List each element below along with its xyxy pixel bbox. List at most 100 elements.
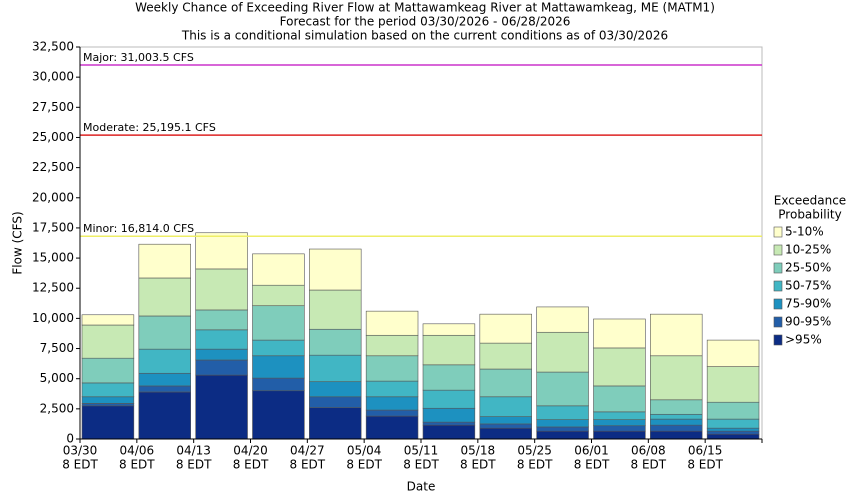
bar-segment [365,310,419,336]
bar-segment [138,372,191,387]
y-axis-label: Flow (CFS) [11,211,25,274]
bar-segment [309,328,362,356]
bar-segment [252,355,305,379]
bar-segment [252,339,305,357]
bar-segment [706,430,760,435]
x-tick-label: 8 EDT [460,458,496,472]
bar-segment [422,334,476,366]
y-tick-label: 32,500 [32,40,74,54]
y-tick-label: 15,000 [32,251,74,265]
bar-segment [195,374,248,440]
bar-segment [650,413,703,420]
bar-segment [252,284,305,307]
bar-segment [422,323,476,336]
x-tick-label: 03/30 [63,444,98,458]
bar-segment [195,359,248,376]
bar-segment [706,427,760,432]
bar-segment [706,433,760,440]
x-tick-label: 05/11 [404,444,439,458]
x-tick-label: 06/01 [574,444,609,458]
x-axis-label: Date [407,480,436,494]
legend-title: Probability [778,208,841,222]
bar-segment [81,324,135,359]
bar-segment [593,318,646,349]
bar-segment [650,313,703,357]
bar-segment [536,430,589,440]
bar-segment [138,277,191,317]
bar-segment [365,355,419,382]
x-tick-label: 8 EDT [233,458,269,472]
y-tick-label: 22,500 [32,160,74,174]
bar-segment [81,357,135,384]
bar-segment [195,309,248,331]
y-tick-label: 7,500 [40,341,74,355]
x-tick-label: 8 EDT [346,458,382,472]
bar-segment [252,305,305,341]
x-tick-label: 8 EDT [574,458,610,472]
bar-segment [650,424,703,432]
y-tick-label: 30,000 [32,70,74,84]
bar-segment [81,314,135,326]
x-tick-label: 05/04 [347,444,382,458]
bar-segment [593,419,646,427]
x-tick-label: 8 EDT [631,458,667,472]
x-tick-label: 06/08 [631,444,666,458]
bar-segment [309,381,362,398]
y-tick-label: 27,500 [32,100,74,114]
x-tick-label: 06/15 [688,444,723,458]
y-tick-label: 10,000 [32,311,74,325]
bar-segment [479,396,532,417]
y-tick-label: 17,500 [32,220,74,234]
bar-segment [252,390,305,440]
x-tick-label: 8 EDT [62,458,98,472]
bar-segment [650,430,703,440]
bar-segment [195,232,248,270]
bar-segment [706,366,760,403]
bar-segment [422,424,476,440]
legend-swatch [773,334,783,346]
y-tick-label: 20,000 [32,190,74,204]
bar-segment [81,405,135,440]
x-tick-label: 8 EDT [403,458,439,472]
bar-segment [309,289,362,330]
x-tick-label: 8 EDT [290,458,326,472]
bar-segment [650,418,703,426]
bar-segment [365,396,419,411]
bar-segment [593,411,646,421]
x-tick-label: 8 EDT [119,458,155,472]
plot-area [79,46,763,440]
threshold-label: Minor: 16,814.0 CFS [83,222,194,235]
bar-segment [479,342,532,370]
bar-segment [195,268,248,311]
x-tick-label: 04/13 [176,444,211,458]
legend-label: 75-90% [785,297,831,311]
bar-segment [479,423,532,429]
bar-segment [365,415,419,440]
threshold-label: Major: 31,003.5 CFS [83,51,194,64]
bar-segment [81,382,135,398]
bar-segment [365,409,419,417]
x-tick-label: 8 EDT [176,458,212,472]
x-tick-label: 04/27 [290,444,325,458]
bar-segment [422,389,476,409]
bar-segment [309,407,362,440]
bar-segment [706,401,760,420]
legend-title: Exceedance [774,194,846,208]
bar-segment [706,339,760,367]
bar-segment [536,371,589,407]
bar-segment [422,364,476,391]
bar-segment [252,253,305,286]
x-tick-label: 05/18 [461,444,496,458]
legend-swatch [773,226,783,238]
bar-segment [138,315,191,350]
legend-swatch [773,262,783,274]
bar-segment [593,425,646,432]
bar-segment [706,418,760,429]
legend-label: 5-10% [785,225,824,239]
bar-segment [536,419,589,428]
bar-segment [593,347,646,387]
legend-label: >95% [785,333,822,347]
bar-segment [536,426,589,432]
legend-swatch [773,280,783,292]
